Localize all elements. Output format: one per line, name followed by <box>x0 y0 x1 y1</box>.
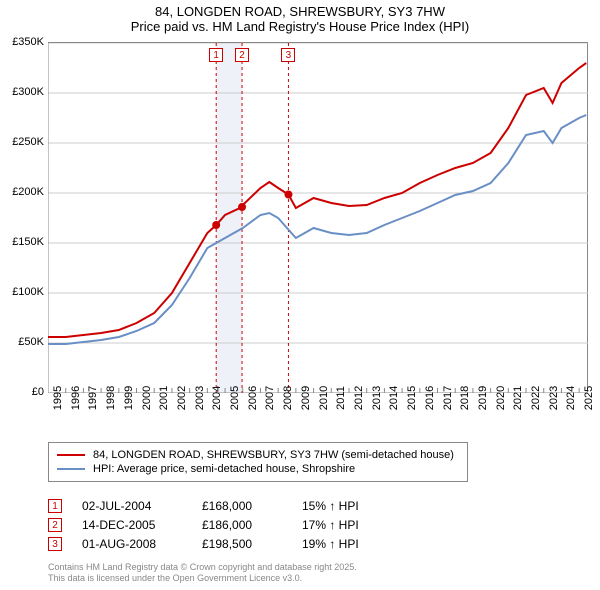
footer-line: Contains HM Land Registry data © Crown c… <box>48 562 357 573</box>
sale-flag-icon: 3 <box>281 48 295 62</box>
sale-flag-icon: 1 <box>209 48 223 62</box>
legend-swatch-icon <box>57 454 85 456</box>
y-tick-label: £0 <box>0 386 44 398</box>
y-tick-label: £200K <box>0 186 44 198</box>
x-tick-label: 2013 <box>371 386 383 410</box>
x-tick-label: 2019 <box>477 386 489 410</box>
legend-label: 84, LONGDEN ROAD, SHREWSBURY, SY3 7HW (s… <box>93 449 454 461</box>
x-tick-label: 2011 <box>335 386 347 410</box>
sale-pct: 15% ↑ HPI <box>302 499 412 513</box>
sale-flag-icon: 2 <box>235 48 249 62</box>
sale-price: £198,500 <box>202 537 302 551</box>
footer-attribution: Contains HM Land Registry data © Crown c… <box>48 562 357 584</box>
sale-row: 2 14-DEC-2005 £186,000 17% ↑ HPI <box>48 518 412 532</box>
y-tick-label: £100K <box>0 286 44 298</box>
sale-row: 3 01-AUG-2008 £198,500 19% ↑ HPI <box>48 537 412 551</box>
y-tick-label: £300K <box>0 86 44 98</box>
sale-date: 14-DEC-2005 <box>82 518 202 532</box>
title-subtitle: Price paid vs. HM Land Registry's House … <box>0 19 600 34</box>
sale-date: 01-AUG-2008 <box>82 537 202 551</box>
x-tick-label: 2001 <box>158 386 170 410</box>
x-tick-label: 2021 <box>512 386 524 410</box>
x-tick-label: 2014 <box>388 386 400 410</box>
plot-area <box>48 42 588 392</box>
x-tick-label: 2012 <box>353 386 365 410</box>
x-tick-label: 1997 <box>87 386 99 410</box>
x-tick-label: 2000 <box>141 386 153 410</box>
sale-date: 02-JUL-2004 <box>82 499 202 513</box>
x-tick-label: 2002 <box>176 386 188 410</box>
legend-label: HPI: Average price, semi-detached house,… <box>93 463 355 475</box>
x-tick-label: 2024 <box>565 386 577 410</box>
y-tick-label: £50K <box>0 336 44 348</box>
sale-row: 1 02-JUL-2004 £168,000 15% ↑ HPI <box>48 499 412 513</box>
x-tick-label: 2016 <box>424 386 436 410</box>
x-tick-label: 2020 <box>495 386 507 410</box>
x-tick-label: 1995 <box>52 386 64 410</box>
x-tick-label: 2005 <box>229 386 241 410</box>
x-tick-label: 2006 <box>247 386 259 410</box>
sale-marker-icon: 3 <box>48 537 62 551</box>
x-tick-label: 1998 <box>105 386 117 410</box>
sale-marker-icon: 2 <box>48 518 62 532</box>
y-tick-label: £350K <box>0 36 44 48</box>
title-address: 84, LONGDEN ROAD, SHREWSBURY, SY3 7HW <box>0 4 600 19</box>
chart-container: 84, LONGDEN ROAD, SHREWSBURY, SY3 7HW Pr… <box>0 0 600 590</box>
sale-marker-icon: 1 <box>48 499 62 513</box>
legend-item-hpi: HPI: Average price, semi-detached house,… <box>57 463 459 475</box>
x-tick-label: 2010 <box>318 386 330 410</box>
x-tick-label: 2017 <box>442 386 454 410</box>
x-tick-label: 2018 <box>459 386 471 410</box>
legend-swatch-icon <box>57 468 85 470</box>
x-tick-label: 2022 <box>530 386 542 410</box>
x-tick-label: 1999 <box>123 386 135 410</box>
sale-price: £186,000 <box>202 518 302 532</box>
sale-pct: 19% ↑ HPI <box>302 537 412 551</box>
title-block: 84, LONGDEN ROAD, SHREWSBURY, SY3 7HW Pr… <box>0 0 600 36</box>
y-tick-label: £250K <box>0 136 44 148</box>
legend: 84, LONGDEN ROAD, SHREWSBURY, SY3 7HW (s… <box>48 442 468 482</box>
sales-table: 1 02-JUL-2004 £168,000 15% ↑ HPI 2 14-DE… <box>48 494 412 556</box>
x-tick-label: 2008 <box>282 386 294 410</box>
x-tick-label: 2015 <box>406 386 418 410</box>
x-tick-label: 2009 <box>300 386 312 410</box>
x-tick-label: 2007 <box>264 386 276 410</box>
x-tick-label: 2004 <box>211 386 223 410</box>
x-tick-label: 2025 <box>583 386 595 410</box>
sale-pct: 17% ↑ HPI <box>302 518 412 532</box>
x-tick-label: 1996 <box>70 386 82 410</box>
y-tick-label: £150K <box>0 236 44 248</box>
legend-item-property: 84, LONGDEN ROAD, SHREWSBURY, SY3 7HW (s… <box>57 449 459 461</box>
sale-price: £168,000 <box>202 499 302 513</box>
x-tick-label: 2003 <box>194 386 206 410</box>
footer-line: This data is licensed under the Open Gov… <box>48 573 357 584</box>
chart-svg <box>48 43 588 393</box>
x-tick-label: 2023 <box>548 386 560 410</box>
